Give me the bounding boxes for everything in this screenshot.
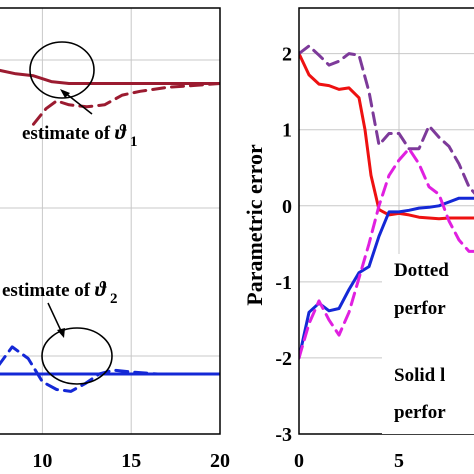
series-line-3 xyxy=(299,44,474,195)
annotation-subscript-2: 2 xyxy=(110,291,118,307)
left-grid xyxy=(0,8,221,434)
annotation-symbol-2: ϑ xyxy=(95,277,107,301)
legend-text-4: perfor xyxy=(394,402,446,423)
x-tick-label: 0 xyxy=(294,450,304,472)
legend-box xyxy=(382,254,474,434)
legend-text-3: Solid l xyxy=(394,365,445,386)
series-line-2 xyxy=(299,196,474,360)
annotation-arrow-1 xyxy=(63,91,93,115)
legend-text-1: Dotted xyxy=(394,260,449,281)
x-tick-label: 20 xyxy=(210,450,230,472)
y-tick-label: 2 xyxy=(282,44,292,66)
right-y-ticks: 2 1 0 -1 -2 -3 xyxy=(275,44,292,446)
x-tick-label: 5 xyxy=(394,450,404,472)
legend-text-2: perfor xyxy=(394,298,446,319)
series-line-2 xyxy=(32,82,220,126)
right-y-axis-label: Parametric error xyxy=(242,144,267,306)
annotation-ellipse-1 xyxy=(29,41,95,99)
annotation-arrowhead-2 xyxy=(57,328,65,338)
annotation-text-1: estimate of xyxy=(22,123,115,144)
y-tick-label: -3 xyxy=(275,424,292,446)
y-tick-label: -2 xyxy=(275,348,292,370)
y-tick-label: -1 xyxy=(275,272,292,294)
series-line-1 xyxy=(0,68,220,85)
annotation-subscript-1: 1 xyxy=(130,134,138,150)
left-series xyxy=(0,68,220,393)
annotation-arrowhead-1 xyxy=(60,89,70,98)
left-axes-frame xyxy=(0,7,221,435)
annotation-ellipse-2 xyxy=(41,327,113,385)
series-line-4 xyxy=(299,147,474,360)
x-tick-label: 10 xyxy=(32,450,52,472)
y-tick-label: 1 xyxy=(282,120,292,142)
right-series xyxy=(299,44,474,360)
annotation-arrow-2 xyxy=(47,302,63,334)
y-tick-label: 0 xyxy=(282,196,292,218)
x-tick-label: 15 xyxy=(121,450,141,472)
annotation-symbol-1: ϑ xyxy=(115,120,127,144)
series-line-4 xyxy=(0,345,220,393)
annotation-text-2: estimate of xyxy=(2,280,95,301)
left-x-ticks: 10 15 20 xyxy=(32,450,230,472)
